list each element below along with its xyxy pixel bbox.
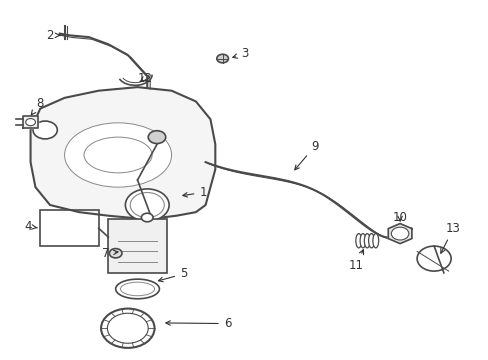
Polygon shape [23,116,38,128]
Ellipse shape [355,234,361,248]
Ellipse shape [364,234,369,248]
Circle shape [101,309,154,348]
Circle shape [125,189,169,221]
Circle shape [390,227,408,240]
Circle shape [33,121,57,139]
Text: 8: 8 [31,97,44,115]
Bar [108,219,166,273]
Ellipse shape [120,282,154,296]
Ellipse shape [84,137,152,173]
Circle shape [26,118,35,126]
Circle shape [109,249,122,258]
Text: 9: 9 [294,140,318,170]
Text: 3: 3 [232,48,248,60]
Polygon shape [387,224,411,244]
Ellipse shape [368,234,374,248]
Ellipse shape [372,234,378,248]
Circle shape [416,246,450,271]
Text: 5: 5 [158,267,187,282]
Text: 1: 1 [183,186,206,199]
Text: 11: 11 [348,250,363,271]
Text: 2: 2 [46,29,60,42]
Circle shape [148,131,165,144]
Circle shape [216,54,228,63]
Text: 6: 6 [165,317,231,330]
Circle shape [141,213,153,222]
Ellipse shape [116,279,159,299]
Circle shape [107,313,148,343]
Ellipse shape [359,234,365,248]
Circle shape [130,193,164,217]
Text: 12: 12 [137,72,152,85]
PathPatch shape [30,87,215,219]
Ellipse shape [64,123,171,187]
Text: 7: 7 [102,247,118,260]
Bar [40,210,99,246]
Text: 10: 10 [392,211,407,224]
Text: 4: 4 [24,220,37,233]
Text: 13: 13 [440,222,460,253]
